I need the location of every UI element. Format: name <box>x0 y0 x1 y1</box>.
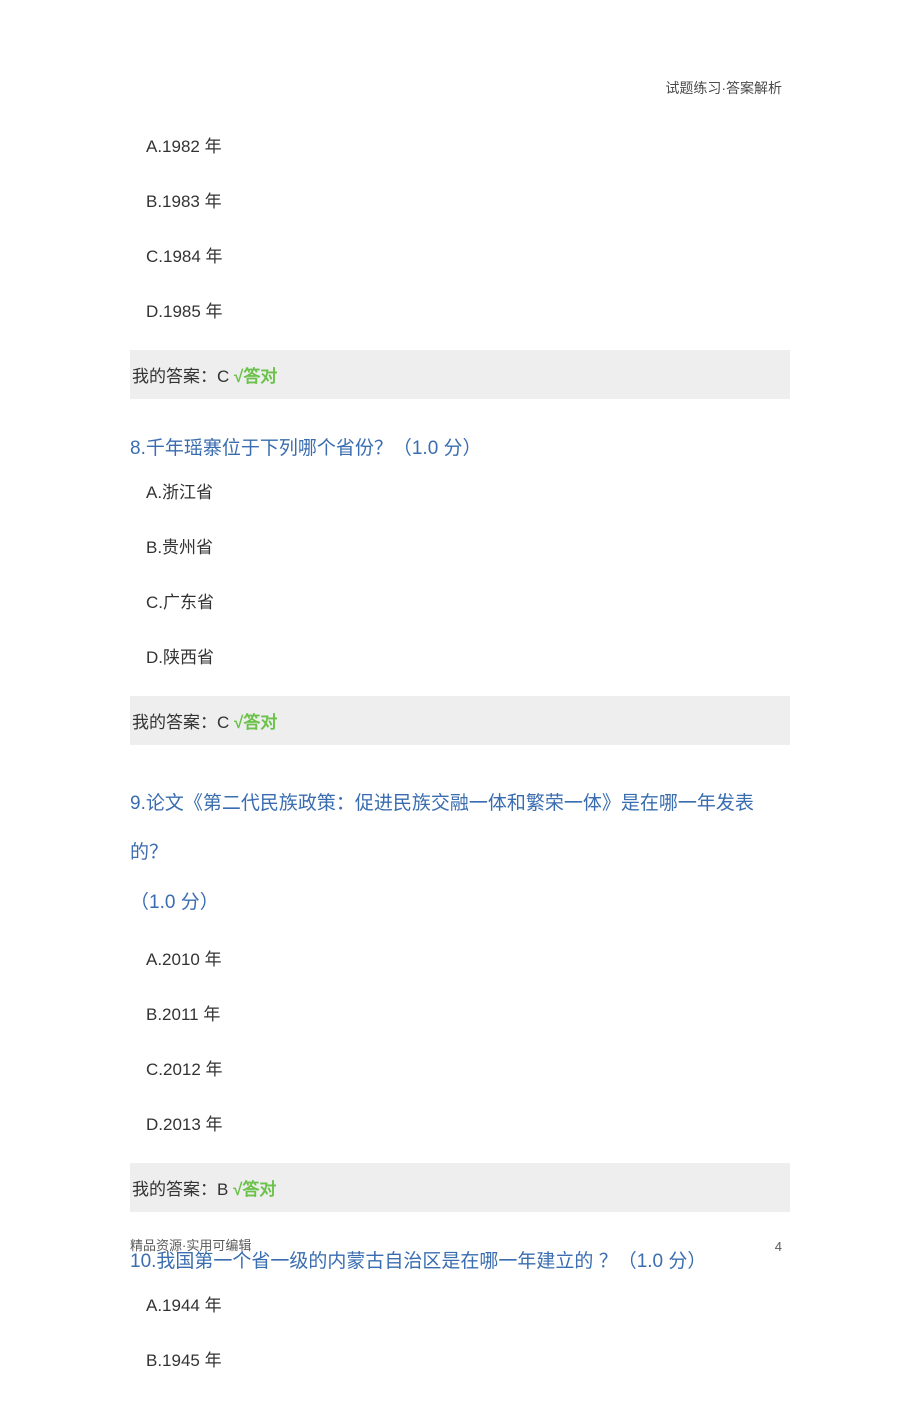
option-d: D.陕西省 <box>146 643 790 668</box>
option-group-8: A.浙江省 B.贵州省 C.广东省 D.陕西省 <box>130 478 790 668</box>
correct-label: 答对 <box>243 713 277 732</box>
option-a: A.1982 年 <box>146 132 790 157</box>
option-group-10: A.1944 年 B.1945 年 <box>130 1291 790 1371</box>
answer-bar-8: 我的答案：C √答对 <box>130 696 790 745</box>
question-7: A.1982 年 B.1983 年 C.1984 年 D.1985 年 我的答案… <box>130 132 790 399</box>
correct-label: 答对 <box>242 1180 276 1199</box>
option-c: C.1984 年 <box>146 242 790 267</box>
question-10: 10.我国第一个省一级的内蒙古自治区是在哪一年建立的 ？（1.0 分） A.19… <box>130 1246 790 1371</box>
question-title-9-line1: 9.论文《第二代民族政策：促进民族交融一体和繁荣一体》是在哪一年发表的？ <box>130 793 754 863</box>
page-number: 4 <box>775 1239 782 1254</box>
answer-bar-9: 我的答案：B √答对 <box>130 1163 790 1212</box>
option-b: B.1945 年 <box>146 1346 790 1371</box>
answer-bar-7: 我的答案：C √答对 <box>130 350 790 399</box>
check-icon: √ <box>234 367 243 386</box>
option-d: D.2013 年 <box>146 1110 790 1135</box>
question-8: 8.千年瑶寨位于下列哪个省份？（1.0 分） A.浙江省 B.贵州省 C.广东省… <box>130 433 790 745</box>
check-icon: √ <box>233 1180 242 1199</box>
option-c: C.2012 年 <box>146 1055 790 1080</box>
answer-prefix: 我的答案：C <box>132 713 234 732</box>
option-a: A.浙江省 <box>146 478 790 503</box>
option-a: A.1944 年 <box>146 1291 790 1316</box>
check-icon: √ <box>234 713 243 732</box>
option-b: B.1983 年 <box>146 187 790 212</box>
correct-label: 答对 <box>243 367 277 386</box>
answer-prefix: 我的答案：B <box>132 1180 233 1199</box>
option-d: D.1985 年 <box>146 297 790 322</box>
option-a: A.2010 年 <box>146 945 790 970</box>
option-b: B.贵州省 <box>146 533 790 558</box>
question-title-9: 9.论文《第二代民族政策：促进民族交融一体和繁荣一体》是在哪一年发表的？ （1.… <box>130 779 790 927</box>
option-c: C.广东省 <box>146 588 790 613</box>
question-9: 9.论文《第二代民族政策：促进民族交融一体和繁荣一体》是在哪一年发表的？ （1.… <box>130 779 790 1212</box>
answer-prefix: 我的答案：C <box>132 367 234 386</box>
page-header-right: 试题练习·答案解析 <box>665 78 782 98</box>
page-footer-left: 精品资源·实用可编辑 <box>130 1235 251 1254</box>
option-b: B.2011 年 <box>146 1000 790 1025</box>
question-title-9-line2: （1.0 分） <box>130 892 219 913</box>
question-title-8: 8.千年瑶寨位于下列哪个省份？（1.0 分） <box>130 433 790 460</box>
option-group-9: A.2010 年 B.2011 年 C.2012 年 D.2013 年 <box>130 945 790 1135</box>
page-content: A.1982 年 B.1983 年 C.1984 年 D.1985 年 我的答案… <box>0 0 920 1421</box>
